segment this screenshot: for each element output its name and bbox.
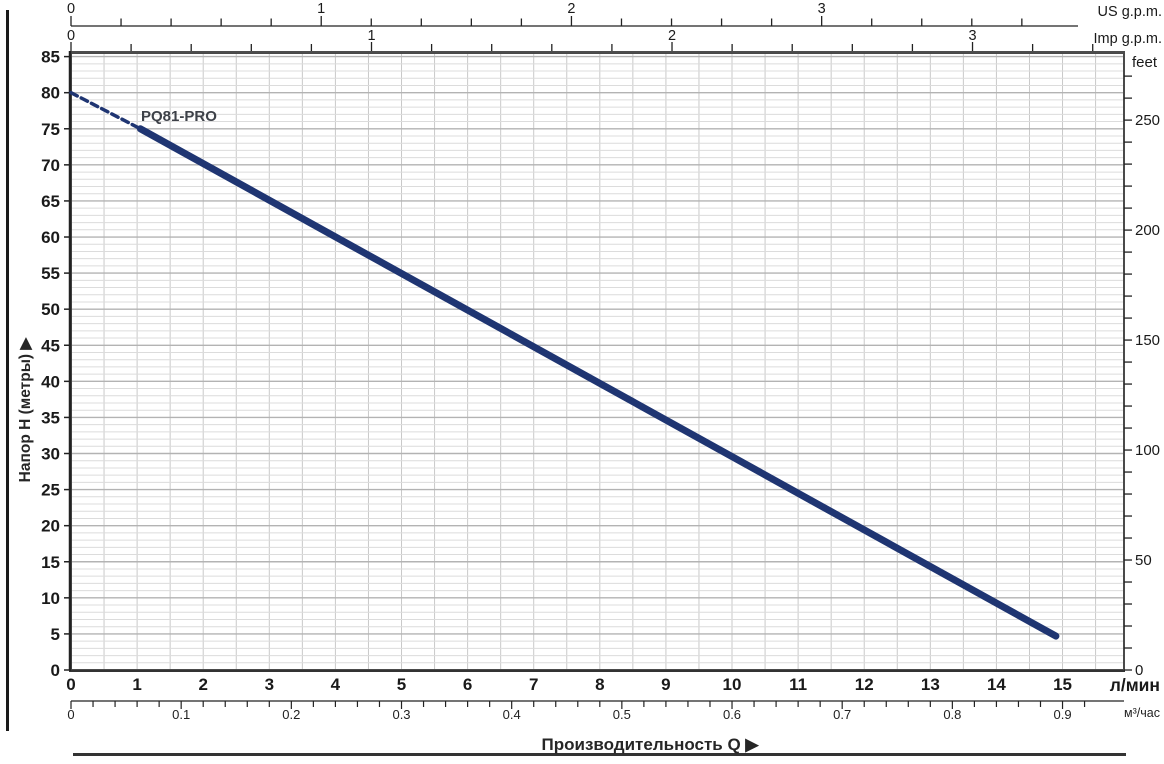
imp-gpm-tick-label: 3 — [968, 28, 976, 44]
m3h-axis: 0 0.1 0.2 0.3 0.4 0.5 0.6 0.7 0.8 0.9 — [67, 700, 1124, 722]
m3h-tick-label: 0.9 — [1053, 707, 1071, 722]
y-axis-tick-label: 40 — [41, 372, 60, 391]
imp-gpm-tick-label: 1 — [367, 28, 375, 44]
feet-tick-label: 50 — [1135, 552, 1152, 569]
gridlines — [71, 53, 1124, 670]
lmin-tick-label: 11 — [789, 675, 807, 694]
pump-curve-segment-solid — [136, 125, 1060, 640]
y-axis-tick-label: 25 — [41, 481, 60, 500]
y-axis-tick-label: 30 — [41, 445, 60, 464]
lmin-tick-label: 14 — [987, 675, 1006, 694]
lmin-tick-label: 3 — [265, 675, 274, 694]
lmin-tick-label: 13 — [921, 675, 940, 694]
imp-gpm-axis: 0 1 2 3 — [67, 28, 1094, 51]
y-axis-tick-label: 60 — [41, 228, 60, 247]
us-gpm-axis: 0 1 2 3 — [67, 1, 1078, 27]
m3h-tick-label: 0 — [67, 707, 74, 722]
feet-tick-label: 150 — [1135, 332, 1160, 349]
lmin-unit-label: л/мин — [1110, 675, 1160, 695]
y-axis-tick-label: 0 — [51, 661, 60, 680]
lmin-tick-label: 5 — [397, 675, 406, 694]
pump-curve — [69, 90, 1060, 640]
y-axis-tick-label: 45 — [41, 336, 60, 355]
lmin-tick-label: 9 — [661, 675, 670, 694]
imp-gpm-tick-label: 0 — [67, 28, 75, 44]
us-gpm-tick-label: 3 — [818, 1, 826, 17]
lmin-tick-label: 10 — [723, 675, 742, 694]
y-axis-tick-label: 10 — [41, 589, 60, 608]
x-axis-title: Производительность Q ▶ — [542, 735, 760, 754]
m3h-tick-label: 0.7 — [833, 707, 851, 722]
m3h-tick-label: 0.6 — [723, 707, 741, 722]
lmin-tick-label: 7 — [529, 675, 538, 694]
plot-border-group — [68, 51, 1125, 672]
m3h-tick-label: 0.2 — [282, 707, 300, 722]
y-axis-title: Напор H (метры) ▶ — [17, 337, 34, 483]
feet-tick-label: 0 — [1135, 662, 1143, 679]
y-axis-tick-label: 15 — [41, 553, 60, 572]
lmin-tick-label: 12 — [855, 675, 874, 694]
lmin-tick-label: 6 — [463, 675, 472, 694]
lmin-axis-labels: 0 1 2 3 4 5 6 7 8 9 10 11 12 13 14 15 — [66, 675, 1072, 694]
lmin-tick-label: 4 — [331, 675, 341, 694]
us-gpm-tick-label: 2 — [567, 1, 575, 17]
feet-tick-label: 200 — [1135, 222, 1160, 239]
page-frame — [6, 10, 1126, 756]
series-name-label: PQ81-PRO — [141, 108, 217, 125]
y-axis-tick-label: 50 — [41, 300, 60, 319]
y-axis-tick-label: 55 — [41, 264, 60, 283]
lmin-tick-label: 8 — [595, 675, 604, 694]
plot-border — [70, 52, 1125, 671]
us-gpm-tick-label: 0 — [67, 1, 75, 17]
y-axis-tick-label: 35 — [41, 408, 60, 427]
m3h-unit-label: м³/час — [1124, 706, 1160, 720]
lmin-tick-label: 0 — [66, 675, 75, 694]
imp-gpm-unit-label: Imp g.p.m. — [1094, 31, 1163, 47]
us-gpm-tick-label: 1 — [317, 1, 325, 17]
y-axis-left-ticks: 0 5 10 15 20 25 30 35 40 45 50 55 60 65 70 75 80 85 — [41, 48, 71, 680]
m3h-tick-label: 0.8 — [943, 707, 961, 722]
imp-gpm-tick-label: 2 — [668, 28, 676, 44]
y-axis-tick-label: 65 — [41, 192, 60, 211]
m3h-tick-label: 0.4 — [503, 707, 521, 722]
y-axis-tick-label: 5 — [51, 625, 60, 644]
y-axis-tick-label: 70 — [41, 156, 60, 175]
m3h-tick-label: 0.5 — [613, 707, 631, 722]
y-axis-tick-label: 75 — [41, 120, 60, 139]
y-axis-tick-label: 80 — [41, 84, 60, 103]
us-gpm-unit-label: US g.p.m. — [1098, 4, 1162, 20]
pump-curve-segment-dashed — [69, 90, 143, 131]
y-axis-tick-label: 20 — [41, 517, 60, 536]
lmin-tick-label: 15 — [1053, 675, 1072, 694]
m3h-tick-label: 0.1 — [172, 707, 190, 722]
feet-tick-label: 250 — [1135, 112, 1160, 129]
feet-tick-label: 100 — [1135, 442, 1160, 459]
feet-unit-label: feet — [1132, 54, 1158, 71]
y-axis-right-ticks: 0 50 100 150 200 250 — [1124, 75, 1160, 679]
lmin-tick-label: 2 — [198, 675, 207, 694]
m3h-tick-label: 0.3 — [392, 707, 410, 722]
lmin-tick-label: 1 — [132, 675, 141, 694]
y-axis-tick-label: 85 — [41, 48, 60, 67]
